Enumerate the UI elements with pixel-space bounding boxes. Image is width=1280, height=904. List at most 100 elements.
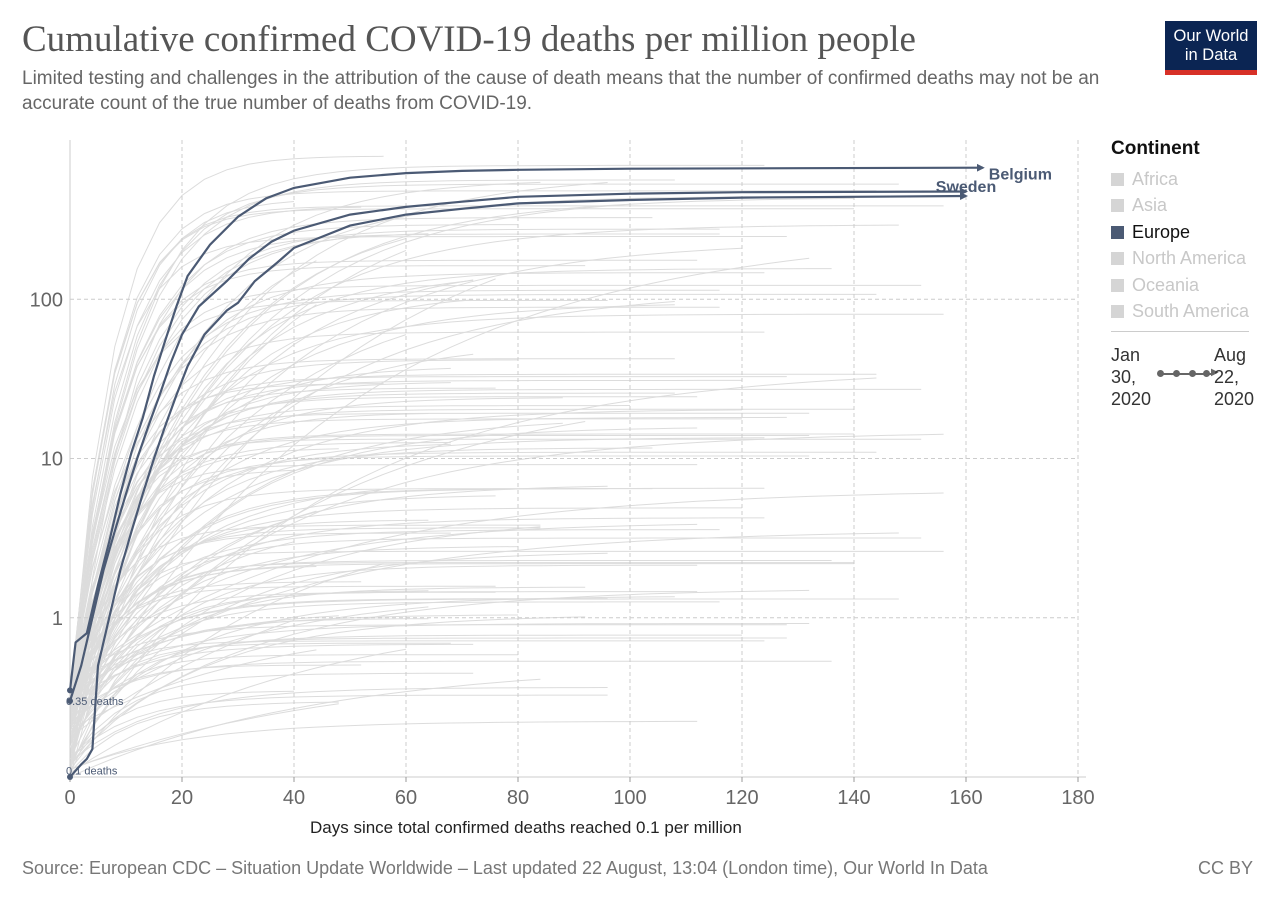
legend-item-south-america[interactable]: South America [1111,299,1276,326]
legend-label: South America [1132,301,1250,322]
timeline-end-month: Aug [1214,345,1247,365]
legend-label: Europe [1132,221,1191,242]
timeline-dot [1173,370,1180,377]
x-tick-label: 60 [395,787,417,809]
legend-swatch [1111,305,1124,319]
background-country-line [69,649,317,731]
background-country-line [69,433,944,725]
background-country-line [69,581,362,709]
background-country-line [69,392,675,747]
background-country-line [69,313,944,695]
background-country-line [69,236,787,699]
background-country-line [69,299,474,768]
background-country-line [69,591,698,754]
background-country-line [69,563,854,695]
legend-swatch [1111,225,1124,239]
chart-subtitle: Limited testing and challenges in the at… [22,68,1100,114]
background-country-line [69,224,899,717]
logo-line-1: Our World [1173,27,1249,45]
background-country-line [69,265,586,703]
license-link[interactable]: CC BY [1198,858,1254,878]
background-country-line [69,284,922,710]
background-country-line [69,217,653,760]
background-country-line [69,678,541,778]
background-country-line [69,228,720,686]
timeline-start-day: 30, [1111,367,1137,387]
timeline-start-handle[interactable] [1157,370,1164,377]
y-tick-label: 1 [52,608,63,630]
background-country-line [69,376,787,719]
legend-item-asia[interactable]: Asia [1111,193,1276,220]
series-label-belgium[interactable]: Belgium [989,167,1052,184]
series-label-sweden[interactable]: Sweden [936,179,996,196]
background-country-line [69,183,899,699]
legend-item-africa[interactable]: Africa [1111,166,1276,193]
background-country-line [69,278,496,722]
background-country-line [69,455,810,712]
background-country-line [69,164,765,704]
background-country-line [69,179,675,706]
owid-logo[interactable]: Our World in Data [1165,21,1257,75]
legend-item-north-america[interactable]: North America [1111,246,1276,273]
background-country-line [69,331,765,773]
background-country-line [69,155,384,700]
background-country-line [69,606,429,723]
background-country-line [69,464,698,711]
background-country-line [69,623,810,695]
background-country-line [69,300,608,694]
background-country-line [69,590,429,752]
grid [70,140,1079,777]
x-tick-label: 20 [171,787,193,809]
series-start-point [67,774,73,780]
series-line-country-a[interactable] [68,187,968,702]
background-country-line [69,268,832,754]
timeline-track[interactable]: ▶ [1157,367,1219,378]
series-line-sweden[interactable] [69,192,968,778]
x-axis-label: Days since total confirmed deaths reache… [310,818,742,837]
background-country-line [69,408,854,691]
background-country-line [69,397,563,769]
background-country-line [69,451,877,726]
background-country-line [69,492,944,685]
background-country-line [69,257,810,739]
background-country-line [69,396,698,707]
timeline-start-label: Jan 30, 2020 [1111,344,1151,410]
legend-item-oceania[interactable]: Oceania [1111,272,1276,299]
legend: Continent Africa Asia Europe North Ameri… [1111,138,1276,332]
background-country-line [69,447,653,716]
background-country-line [69,382,451,709]
background-country-line [69,672,474,762]
x-tick-label: 40 [283,787,305,809]
legend-item-europe[interactable]: Europe [1111,219,1276,246]
background-country-line [69,334,407,687]
timeline-start-month: Jan [1111,345,1141,365]
legend-label: Oceania [1132,274,1200,295]
background-country-line [69,197,855,708]
y-tick-label: 100 [30,289,63,311]
legend-swatch [1111,172,1124,186]
background-country-line [69,640,765,713]
legend-swatch [1111,199,1124,213]
background-country-line [69,660,832,718]
background-country-line [69,529,720,683]
background-country-line [69,690,295,766]
background-country-lines [69,155,944,778]
axis: 0 20 40 60 80 100 120 140 160 180 1 10 100 [30,140,1095,809]
background-country-line [69,560,832,704]
background-country-line [69,358,675,686]
series-line-belgium[interactable] [68,163,985,691]
background-country-line [69,537,922,737]
x-tick-label: 160 [949,787,982,809]
timeline[interactable]: Jan 30, 2020 ▶ Aug 22, 2020 [1111,344,1271,410]
background-country-line [69,272,765,733]
timeline-end-handle[interactable] [1203,370,1210,377]
x-tick-label: 120 [725,787,758,809]
timeline-end-year: 2020 [1214,389,1255,409]
background-country-line [69,526,541,741]
background-country-line [69,546,519,739]
background-country-line [69,585,496,694]
legend-label: Africa [1132,168,1179,189]
background-country-line [69,720,698,771]
